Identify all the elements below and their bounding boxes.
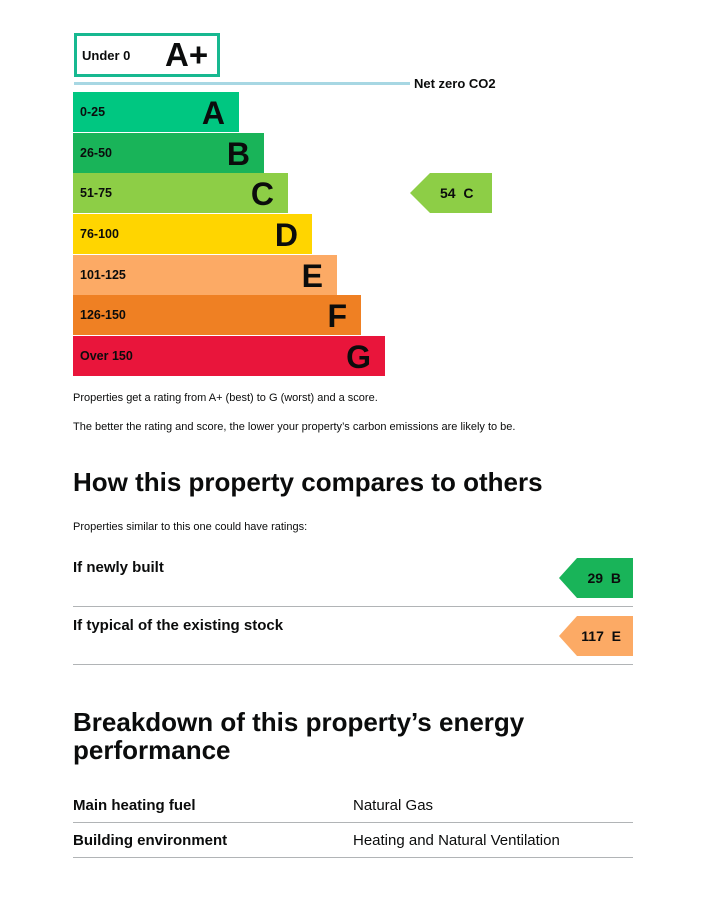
breakdown-heading: Breakdown of this property’s energy perf… (73, 708, 524, 764)
breakdown-value-building-environment: Heating and Natural Ventilation (353, 832, 560, 849)
comparison-arrow-shape (559, 616, 633, 656)
aplus-range-label: Under 0 (82, 48, 131, 63)
band-c: 51-75 C (73, 173, 288, 213)
band-range-label: Over 150 (80, 349, 133, 363)
band-g: Over 150 G (73, 336, 385, 376)
comparison-intro: Properties similar to this one could hav… (73, 521, 308, 533)
rating-aplus-box: Under 0 A+ (74, 33, 220, 77)
band-range-label: 76-100 (80, 227, 119, 241)
breakdown-divider (73, 822, 633, 823)
breakdown-key-building-environment: Building environment (73, 832, 228, 849)
band-range-label: 126-150 (80, 308, 126, 322)
comparison-score: 29 (587, 570, 604, 586)
band-range-label: 0-25 (80, 105, 106, 119)
comparison-label-newly-built: If newly built (73, 559, 164, 576)
current-rating-arrow-shape (410, 173, 492, 213)
breakdown-key-heating-fuel: Main heating fuel (73, 797, 196, 814)
comparison-rating-text: 29 B (588, 570, 621, 586)
band-letter: A (201, 95, 225, 131)
band-f: 126-150 F (73, 295, 361, 335)
comparison-heading: How this property compares to others (73, 467, 543, 497)
net-zero-label: Net zero CO2 (414, 76, 496, 91)
band-letter: E (301, 258, 323, 294)
comparison-arrow-newly-built: 29 B (559, 558, 633, 598)
band-range-label: 101-125 (80, 268, 126, 282)
current-rating-arrow-fill (410, 173, 492, 213)
comparison-score: 117 (581, 628, 604, 644)
band-letter: B (226, 136, 250, 172)
net-zero-line (74, 82, 410, 85)
explanation-line-2: The better the rating and score, the low… (73, 421, 516, 433)
band-letter: D (274, 217, 298, 253)
aplus-letter: A+ (165, 36, 209, 73)
band-b: 26-50 B (73, 133, 264, 173)
breakdown-heading-line-1: Breakdown of this property’s energy (73, 707, 525, 737)
breakdown-divider (73, 857, 633, 858)
comparison-label-typical-stock: If typical of the existing stock (73, 617, 284, 634)
comparison-arrow-fill (559, 558, 633, 598)
current-rating-letter: C (463, 185, 474, 201)
comparison-arrow-shape (559, 558, 633, 598)
band-d: 76-100 D (73, 214, 312, 254)
breakdown-value-heating-fuel: Natural Gas (353, 797, 434, 814)
band-letter: G (346, 339, 371, 375)
explanation-line-1: Properties get a rating from A+ (best) t… (73, 392, 378, 404)
comparison-letter: E (611, 628, 621, 644)
current-rating-text: 54 C (440, 185, 473, 201)
band-range-label: 51-75 (80, 186, 112, 200)
current-rating-score: 54 (440, 185, 456, 201)
band-range-label: 26-50 (80, 146, 112, 160)
band-letter: C (250, 176, 274, 212)
breakdown-heading-line-2: performance (73, 735, 231, 765)
band-letter: F (327, 298, 347, 334)
comparison-divider (73, 606, 633, 607)
comparison-arrow-fill (559, 616, 633, 656)
band-e: 101-125 E (73, 255, 337, 295)
current-rating-arrow: 54 C (410, 173, 492, 213)
comparison-letter: B (610, 570, 621, 586)
comparison-arrow-typical-stock: 117 E (559, 616, 633, 656)
comparison-rating-text: 117 E (581, 628, 621, 644)
comparison-divider (73, 664, 633, 665)
band-a: 0-25 A (73, 92, 239, 132)
